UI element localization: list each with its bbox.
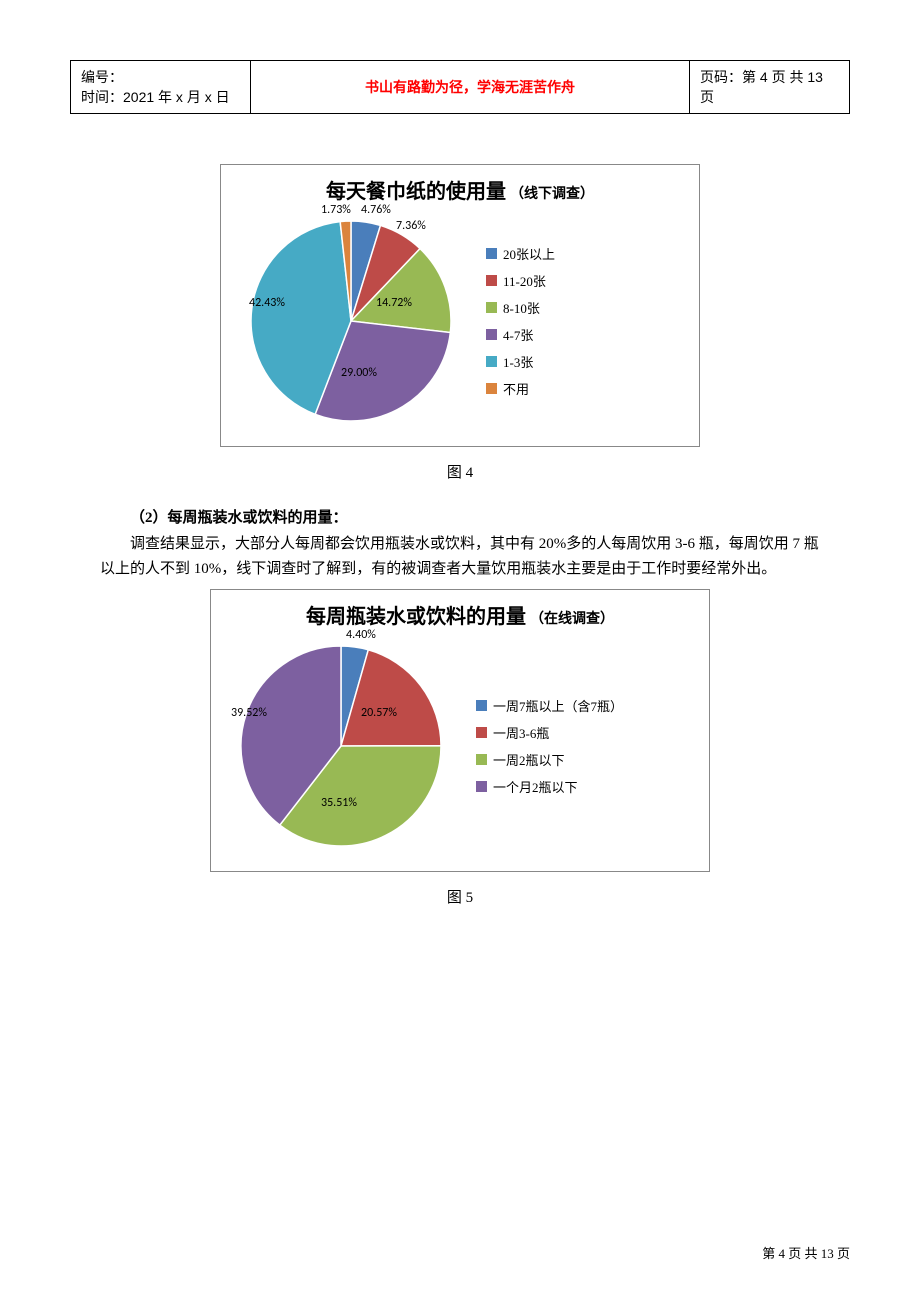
legend-item: 一个月2瓶以下 (476, 777, 623, 796)
legend-item: 20张以上 (486, 244, 555, 263)
legend-item: 一周2瓶以下 (476, 750, 623, 769)
pie-slice-label: 29.00% (341, 366, 377, 380)
chart1-caption: 图 4 (70, 461, 850, 482)
chart-napkin-usage: 每天餐巾纸的使用量 （线下调查） 4.76% 7.36% 14.72% 29.00% 4… (220, 164, 700, 447)
legend-label: 1-3张 (503, 352, 533, 371)
legend-swatch (486, 248, 497, 259)
legend-label: 一个月2瓶以下 (493, 777, 578, 796)
pie-slice-label: 4.40% (346, 628, 376, 642)
legend-swatch (476, 754, 487, 765)
pie-slice-label: 20.57% (361, 706, 397, 720)
chart1-pie: 4.76%7.36%14.72%29.00%42.43%1.73% (241, 211, 461, 431)
chart2-caption: 图 5 (70, 886, 850, 907)
legend-item: 1-3张 (486, 352, 555, 371)
legend-label: 一周3-6瓶 (493, 723, 549, 742)
pie-slice-label: 35.51% (321, 796, 357, 810)
section-heading: （2）每周瓶装水或饮料的用量： (100, 506, 820, 532)
pie-slice-label: 39.52% (231, 706, 267, 720)
header-page-label: 页码：第 4 页 共 13 页 (690, 61, 850, 114)
legend-label: 8-10张 (503, 298, 540, 317)
legend-item: 一周7瓶以上（含7瓶） (476, 696, 623, 715)
legend-label: 一周2瓶以下 (493, 750, 565, 769)
legend-item: 不用 (486, 379, 555, 398)
legend-item: 一周3-6瓶 (476, 723, 623, 742)
page-header-table: 编号： 时间：2021 年 x 月 x 日 书山有路勤为径，学海无涯苦作舟 页码… (70, 60, 850, 114)
legend-label: 4-7张 (503, 325, 533, 344)
pie-slice-label: 7.36% (396, 219, 426, 233)
legend-swatch (486, 329, 497, 340)
legend-label: 不用 (503, 379, 529, 398)
chart1-title: 每天餐巾纸的使用量 （线下调查） (221, 165, 699, 206)
chart2-legend: 一周7瓶以上（含7瓶） 一周3-6瓶一周2瓶以下一个月2瓶以下 (476, 688, 623, 804)
legend-swatch (486, 356, 497, 367)
header-motto: 书山有路勤为径，学海无涯苦作舟 (251, 61, 690, 114)
legend-swatch (486, 275, 497, 286)
legend-label: 一周7瓶以上（含7瓶） (493, 696, 623, 715)
legend-item: 11-20张 (486, 271, 555, 290)
pie-slice-label: 1.73% (321, 203, 351, 217)
chart1-title-sub: （线下调查） (510, 187, 594, 202)
header-left-cell: 编号： 时间：2021 年 x 月 x 日 (71, 61, 251, 114)
legend-swatch (476, 700, 487, 711)
chart2-title-main: 每周瓶装水或饮料的用量 (306, 606, 526, 628)
chart-bottled-water: 每周瓶装水或饮料的用量 （在线调查） 4.40% 20.57% 35.51% 39.5… (210, 589, 710, 872)
legend-item: 4-7张 (486, 325, 555, 344)
legend-item: 8-10张 (486, 298, 555, 317)
legend-swatch (476, 727, 487, 738)
pie-slice-label: 14.72% (376, 296, 412, 310)
doc-id-label: 编号： (81, 67, 240, 87)
page-footer: 第 4 页 共 13 页 (762, 1243, 850, 1262)
legend-swatch (476, 781, 487, 792)
pie-slice-label: 4.76% (361, 203, 391, 217)
legend-swatch (486, 383, 497, 394)
section-paragraph: 调查结果显示，大部分人每周都会饮用瓶装水或饮料，其中有 20%多的人每周饮用 3… (100, 532, 820, 583)
legend-swatch (486, 302, 497, 313)
pie-slice-label: 42.43% (249, 296, 285, 310)
chart2-title-sub: （在线调查） (530, 612, 614, 627)
chart2-pie: 4.40%20.57%35.51%39.52% (231, 636, 451, 856)
chart2-title: 每周瓶装水或饮料的用量 （在线调查） (211, 590, 709, 631)
legend-label: 11-20张 (503, 271, 546, 290)
section-body: （2）每周瓶装水或饮料的用量： 调查结果显示，大部分人每周都会饮用瓶装水或饮料，… (100, 506, 820, 583)
doc-date-label: 时间：2021 年 x 月 x 日 (81, 87, 240, 107)
legend-label: 20张以上 (503, 244, 555, 263)
chart1-title-main: 每天餐巾纸的使用量 (326, 181, 506, 203)
chart1-legend: 20张以上 11-20张 8-10张 4-7张 1-3张不用 (486, 236, 555, 406)
